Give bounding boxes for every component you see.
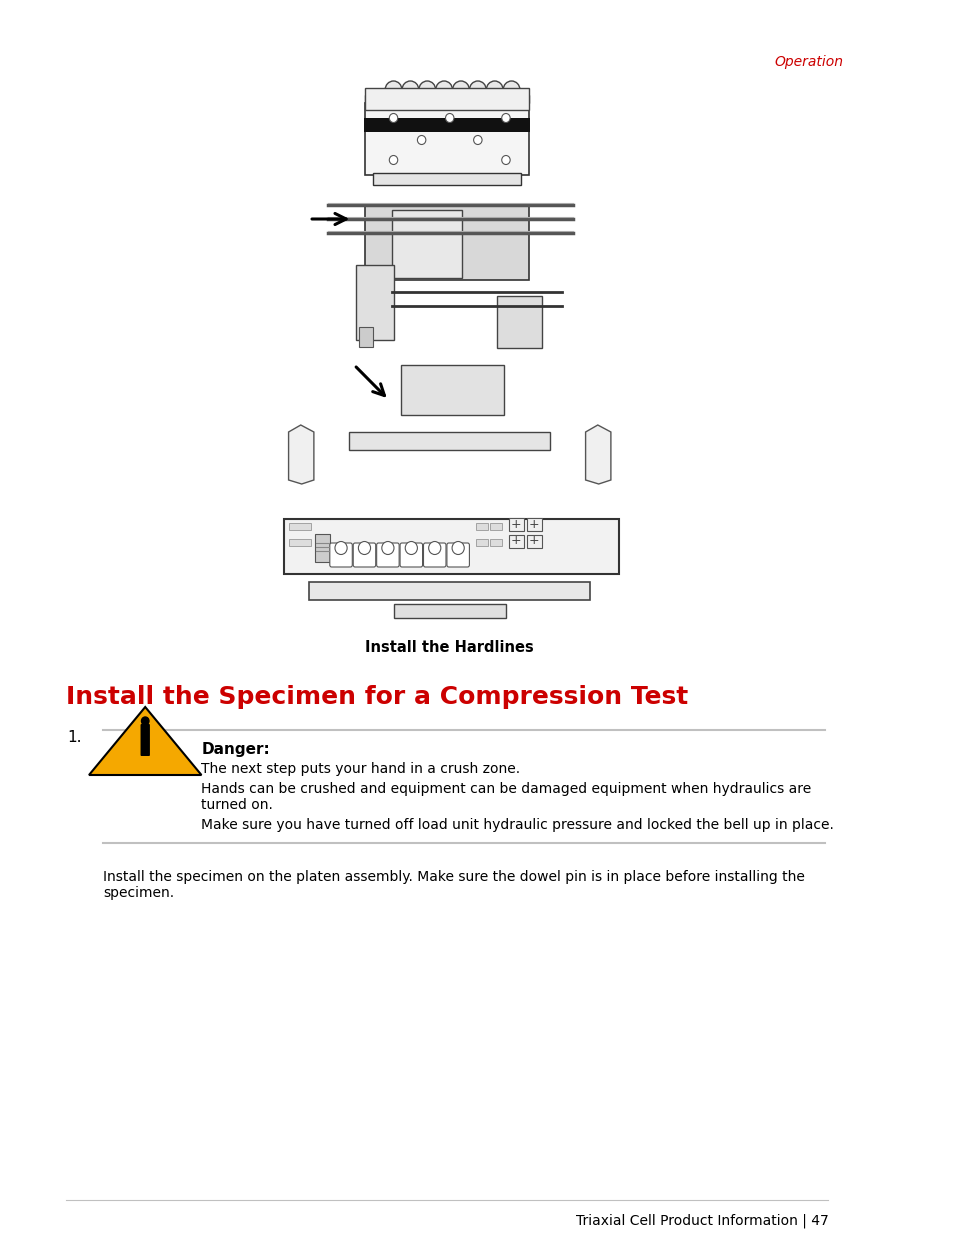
FancyBboxPatch shape xyxy=(370,205,524,240)
Polygon shape xyxy=(288,425,314,484)
Circle shape xyxy=(335,541,347,555)
FancyBboxPatch shape xyxy=(373,173,520,185)
Circle shape xyxy=(436,82,452,99)
Circle shape xyxy=(417,136,425,144)
FancyBboxPatch shape xyxy=(400,366,503,415)
FancyBboxPatch shape xyxy=(353,543,375,567)
Circle shape xyxy=(501,114,510,122)
FancyBboxPatch shape xyxy=(446,543,469,567)
Circle shape xyxy=(401,82,418,99)
FancyBboxPatch shape xyxy=(140,724,150,756)
FancyBboxPatch shape xyxy=(365,95,529,103)
Circle shape xyxy=(473,136,481,144)
Circle shape xyxy=(418,82,436,99)
FancyBboxPatch shape xyxy=(314,534,330,562)
FancyBboxPatch shape xyxy=(490,522,501,530)
Polygon shape xyxy=(585,425,610,484)
Text: 1.: 1. xyxy=(68,730,82,745)
Text: Make sure you have turned off load unit hydraulic pressure and locked the bell u: Make sure you have turned off load unit … xyxy=(201,818,834,832)
Text: Triaxial Cell Product Information | 47: Triaxial Cell Product Information | 47 xyxy=(575,1213,827,1228)
FancyBboxPatch shape xyxy=(288,538,311,546)
Text: The next step puts your hand in a crush zone.: The next step puts your hand in a crush … xyxy=(201,762,520,776)
Text: Install the Specimen for a Compression Test: Install the Specimen for a Compression T… xyxy=(66,685,687,709)
FancyBboxPatch shape xyxy=(476,522,488,530)
Circle shape xyxy=(445,114,454,122)
FancyBboxPatch shape xyxy=(392,210,461,278)
Circle shape xyxy=(486,82,502,99)
Text: Hands can be crushed and equipment can be damaged equipment when hydraulics are
: Hands can be crushed and equipment can b… xyxy=(201,782,811,813)
Circle shape xyxy=(141,718,149,725)
Circle shape xyxy=(469,82,486,99)
FancyBboxPatch shape xyxy=(330,543,352,567)
FancyBboxPatch shape xyxy=(358,327,373,347)
Circle shape xyxy=(381,541,394,555)
Circle shape xyxy=(502,82,519,99)
Text: Install the specimen on the platen assembly. Make sure the dowel pin is in place: Install the specimen on the platen assem… xyxy=(103,869,804,900)
FancyBboxPatch shape xyxy=(399,543,422,567)
Text: +: + xyxy=(528,535,538,547)
FancyBboxPatch shape xyxy=(363,119,530,132)
Circle shape xyxy=(405,541,417,555)
FancyBboxPatch shape xyxy=(376,543,398,567)
FancyBboxPatch shape xyxy=(526,517,541,531)
FancyBboxPatch shape xyxy=(365,103,529,175)
Circle shape xyxy=(389,114,397,122)
FancyBboxPatch shape xyxy=(355,266,393,340)
Circle shape xyxy=(452,82,469,99)
FancyBboxPatch shape xyxy=(526,535,541,548)
Text: +: + xyxy=(511,535,521,547)
Polygon shape xyxy=(89,706,201,776)
FancyBboxPatch shape xyxy=(365,205,529,280)
Circle shape xyxy=(501,156,510,164)
Text: Install the Hardlines: Install the Hardlines xyxy=(365,640,534,655)
FancyBboxPatch shape xyxy=(288,522,311,530)
Text: Danger:: Danger: xyxy=(201,742,270,757)
FancyBboxPatch shape xyxy=(423,543,445,567)
FancyBboxPatch shape xyxy=(365,88,529,110)
Circle shape xyxy=(452,541,464,555)
FancyBboxPatch shape xyxy=(508,517,523,531)
FancyBboxPatch shape xyxy=(284,519,618,574)
FancyBboxPatch shape xyxy=(348,432,550,450)
Circle shape xyxy=(389,156,397,164)
FancyBboxPatch shape xyxy=(476,538,488,546)
FancyBboxPatch shape xyxy=(309,582,590,600)
FancyBboxPatch shape xyxy=(490,538,501,546)
FancyBboxPatch shape xyxy=(393,604,505,618)
Circle shape xyxy=(358,541,370,555)
Circle shape xyxy=(428,541,440,555)
Text: +: + xyxy=(528,517,538,531)
FancyBboxPatch shape xyxy=(497,296,541,348)
Circle shape xyxy=(385,82,401,99)
Text: +: + xyxy=(511,517,521,531)
Text: Operation: Operation xyxy=(774,56,842,69)
FancyBboxPatch shape xyxy=(508,535,523,548)
